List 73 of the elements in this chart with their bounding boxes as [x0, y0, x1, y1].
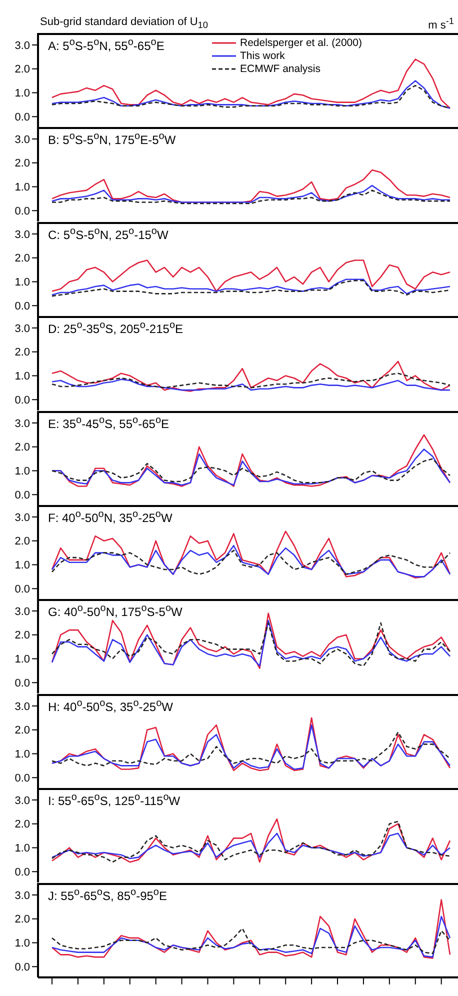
y-tick-label: 0.0 — [14, 394, 30, 407]
y-tick-label: 2.0 — [14, 252, 30, 265]
y-tick-label: 1.0 — [14, 88, 30, 100]
y-tick-label: 3.0 — [14, 417, 30, 430]
y-tick-label: 1.0 — [14, 654, 30, 666]
chart-title: E: 35$^{o}$-45$^{o}$S, 55$^{o}$-65$^{o}$E — [48, 414, 170, 431]
y-tick-label: 1.0 — [14, 465, 30, 478]
y-tick-label: 2.0 — [14, 630, 30, 642]
chart-title: B: 5$^{o}$S-5$^{o}$N, 175$^{o}$E-5$^{o}$W — [48, 131, 176, 148]
line-series — [51, 190, 451, 205]
line-series — [51, 550, 451, 575]
line-series — [51, 731, 451, 766]
y-tick-label: 2.0 — [14, 441, 30, 454]
y-tick-label: 1.0 — [14, 937, 30, 950]
line-series — [51, 530, 451, 579]
y-tick-label: 0.0 — [14, 489, 30, 502]
line-series — [51, 360, 451, 392]
y-tick-label: 2.0 — [14, 818, 30, 831]
y-tick-label: 3.0 — [14, 700, 30, 713]
line-series — [51, 448, 451, 486]
legend-label: This work — [240, 50, 285, 62]
y-tick-label: 0.0 — [14, 961, 30, 974]
chart-title: A: 5$^{o}$S-5$^{o}$N, 55$^{o}$-65$^{o}$E — [48, 37, 164, 53]
line-series — [51, 915, 451, 958]
y-tick-label: 0.0 — [14, 206, 30, 218]
chart-title: F: 40$^{o}$-50$^{o}$N, 35$^{o}$-25$^{o}$W — [48, 509, 172, 525]
line-series — [51, 80, 451, 109]
y-tick-label: 1.0 — [14, 842, 30, 855]
y-tick-label: 0.0 — [14, 678, 30, 690]
chart-title: D: 25$^{o}$-35$^{o}$S, 205$^{o}$-215$^{o}$E — [48, 320, 184, 336]
line-series — [51, 927, 451, 954]
y-tick-label: 3.0 — [14, 889, 30, 902]
legend-label: ECMWF analysis — [240, 62, 321, 74]
y-tick-label: 0.0 — [14, 112, 30, 124]
line-series — [51, 84, 451, 109]
y-tick-label: 3.0 — [14, 795, 30, 808]
legend-label: Redelsperger et al. (2000) — [240, 36, 362, 48]
y-tick-label: 3.0 — [14, 134, 30, 146]
y-tick-label: 0.0 — [14, 772, 30, 784]
y-tick-label: 0.0 — [14, 584, 30, 596]
chart-title: H: 40$^{o}$-50$^{o}$S, 35$^{o}$-25$^{o}$W — [48, 698, 173, 714]
y-tick-label: 2.0 — [14, 346, 30, 359]
line-series — [51, 259, 451, 292]
line-series — [51, 832, 451, 860]
line-series — [51, 372, 451, 389]
text: m s$^{-1}$ — [428, 16, 454, 32]
y-tick-label: 0.0 — [14, 866, 30, 879]
y-tick-label: 1.0 — [14, 182, 30, 194]
y-tick-label: 3.0 — [14, 40, 30, 52]
y-tick-label: 1.0 — [14, 748, 30, 760]
line-series — [51, 378, 451, 391]
y-tick-label: 2.0 — [14, 158, 30, 170]
line-series — [51, 58, 451, 109]
chart-title: J: 55$^{o}$-65$^{o}$S, 85$^{o}$-95$^{o}$E — [48, 886, 167, 903]
chart-title: G: 40$^{o}$-50$^{o}$N, 175$^{o}$S-5$^{o}$W — [48, 603, 182, 620]
line-series — [51, 185, 451, 204]
y-tick-label: 3.0 — [14, 512, 30, 524]
chart-title: I: 55$^{o}$-65$^{o}$S, 125$^{o}$-115$^{o}$W — [48, 792, 180, 808]
chart-title: C: 5$^{o}$S-5$^{o}$N, 25$^{o}$-15$^{o}$W — [48, 226, 168, 242]
line-series — [51, 458, 451, 483]
y-tick-label: 0.0 — [14, 300, 30, 312]
y-tick-label: 1.0 — [14, 370, 30, 383]
y-tick-label: 3.0 — [14, 606, 30, 618]
text: Sub-grid standard deviation of U$_{10}$ — [40, 16, 208, 30]
y-tick-label: 3.0 — [14, 228, 30, 241]
y-tick-label: 2.0 — [14, 64, 30, 76]
y-tick-label: 2.0 — [14, 536, 30, 548]
y-tick-label: 3.0 — [14, 323, 30, 336]
y-tick-label: 2.0 — [14, 913, 30, 926]
line-series — [51, 544, 451, 578]
y-tick-label: 1.0 — [14, 560, 30, 572]
y-tick-label: 2.0 — [14, 724, 30, 737]
y-tick-label: 1.0 — [14, 276, 30, 288]
